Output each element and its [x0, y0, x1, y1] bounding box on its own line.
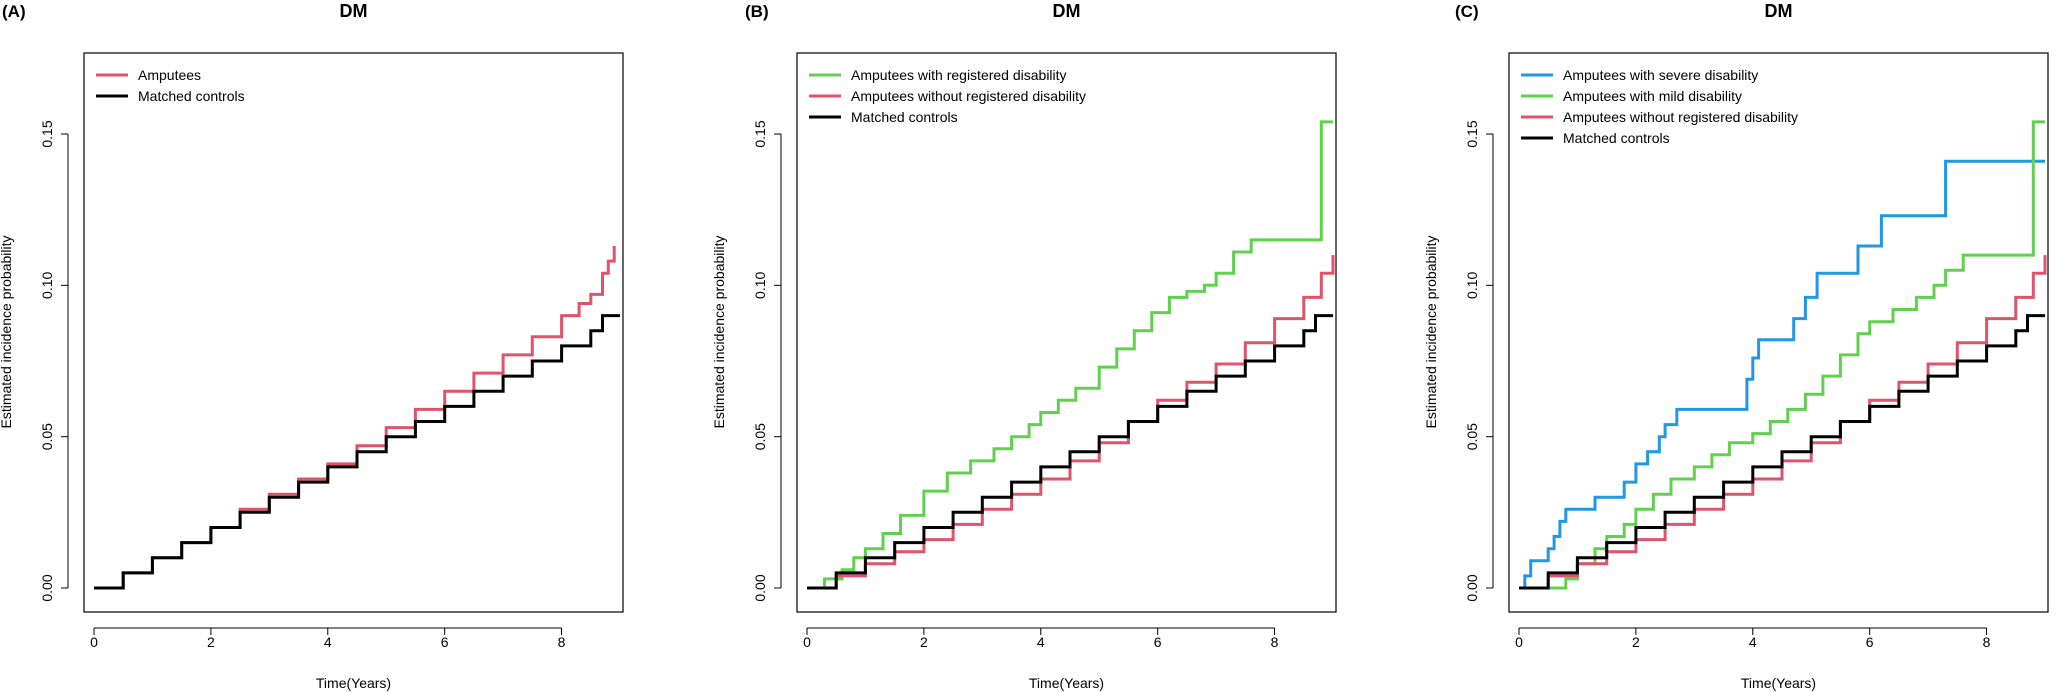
chart-0-x-tick-label: 8 — [558, 634, 566, 650]
chart-0-x-tick-label: 4 — [324, 634, 332, 650]
chart-2-x-tick-label: 2 — [1632, 634, 1640, 650]
chart-2-x-tick-label: 6 — [1866, 634, 1874, 650]
chart-1-series-amputees-without-registered-disability — [807, 255, 1335, 590]
chart-2-y-tick-label: 0.05 — [1464, 423, 1480, 450]
chart-2-series-amputees-without-registered-disability — [1519, 255, 2047, 590]
chart-1-y-axis-label: Estimated incidence probability — [711, 236, 727, 429]
chart-2-y-tick-label: 0.10 — [1464, 271, 1480, 298]
chart-2-x-axis-label: Time(Years) — [1741, 675, 1816, 691]
chart-2-x-tick-label: 4 — [1749, 634, 1757, 650]
chart-0-y-axis-label: Estimated incidence probability — [0, 236, 14, 429]
chart-2-title: DM — [1765, 1, 1793, 21]
chart-0-series-amputees — [94, 246, 616, 590]
chart-1-x-tick-label: 6 — [1154, 634, 1162, 650]
chart-2-legend-label: Amputees with mild disability — [1563, 88, 1742, 104]
chart-0-title: DM — [340, 1, 368, 21]
chart-0-panel-label: (A) — [2, 2, 26, 21]
chart-1-x-axis-label: Time(Years) — [1029, 675, 1104, 691]
chart-2-y-tick-label: 0.00 — [1464, 574, 1480, 601]
chart-0-x-tick-label: 6 — [441, 634, 449, 650]
chart-1-y-tick-label: 0.00 — [752, 574, 768, 601]
chart-1-legend-label: Amputees with registered disability — [851, 67, 1067, 83]
chart-1-x-tick-label: 0 — [803, 634, 811, 650]
panel-c: (C) DM 0 2 4 6 8 Time(Years) 0.00 0.05 0.10 0.15 Est… — [1423, 1, 2049, 691]
chart-0-legend-label: Amputees — [138, 67, 201, 83]
chart-0-y-tick-label: 0.05 — [39, 423, 55, 450]
chart-2-x-tick-label: 8 — [1983, 634, 1991, 650]
chart-2-x-tick-label: 0 — [1515, 634, 1523, 650]
chart-0-y-tick-label: 0.15 — [39, 120, 55, 147]
chart-1-series-amputees-with-registered-disability — [807, 120, 1333, 590]
chart-0-plot-frame — [83, 52, 624, 613]
chart-1-x-tick-label: 2 — [920, 634, 928, 650]
chart-1-plot-frame — [796, 52, 1337, 613]
chart-2-series-amputees-with-mild-disability — [1519, 120, 2045, 590]
chart-2-legend-label: Matched controls — [1563, 130, 1670, 146]
chart-0-legend-label: Matched controls — [138, 88, 245, 104]
chart-2-y-axis-label: Estimated incidence probability — [1423, 236, 1439, 429]
chart-0-x-axis-label: Time(Years) — [316, 675, 391, 691]
chart-2-plot-frame — [1508, 52, 2049, 613]
chart-0-x-tick-label: 0 — [90, 634, 98, 650]
chart-2-legend-label: Amputees without registered disability — [1563, 109, 1798, 125]
chart-1-series-matched-controls — [807, 314, 1333, 590]
chart-1-panel-label: (B) — [745, 2, 769, 21]
chart-2-panel-label: (C) — [1455, 2, 1479, 21]
chart-0-y-tick-label: 0.00 — [39, 574, 55, 601]
chart-1-legend-label: Amputees without registered disability — [851, 88, 1086, 104]
chart-0-y-tick-label: 0.10 — [39, 271, 55, 298]
chart-2-y-tick-label: 0.15 — [1464, 120, 1480, 147]
chart-1-legend-label: Matched controls — [851, 109, 958, 125]
chart-2-legend-label: Amputees with severe disability — [1563, 67, 1758, 83]
chart-1-title: DM — [1053, 1, 1081, 21]
chart-2-series-amputees-with-severe-disability — [1519, 159, 2045, 590]
chart-1-y-tick-label: 0.15 — [752, 120, 768, 147]
chart-2-series-matched-controls — [1519, 314, 2045, 590]
panel-a: (A) DM 0 2 4 6 8 Time(Years) 0.00 0.05 0.10 0.15 Est… — [0, 1, 624, 691]
chart-1-y-tick-label: 0.05 — [752, 423, 768, 450]
chart-0-x-tick-label: 2 — [207, 634, 215, 650]
chart-1-y-tick-label: 0.10 — [752, 271, 768, 298]
chart-1-x-tick-label: 4 — [1037, 634, 1045, 650]
chart-1-x-tick-label: 8 — [1271, 634, 1279, 650]
panel-b: (B) DM 0 2 4 6 8 Time(Years) 0.00 0.05 0.10 0.15 Est… — [711, 1, 1337, 691]
chart-0-series-matched-controls — [94, 314, 620, 590]
